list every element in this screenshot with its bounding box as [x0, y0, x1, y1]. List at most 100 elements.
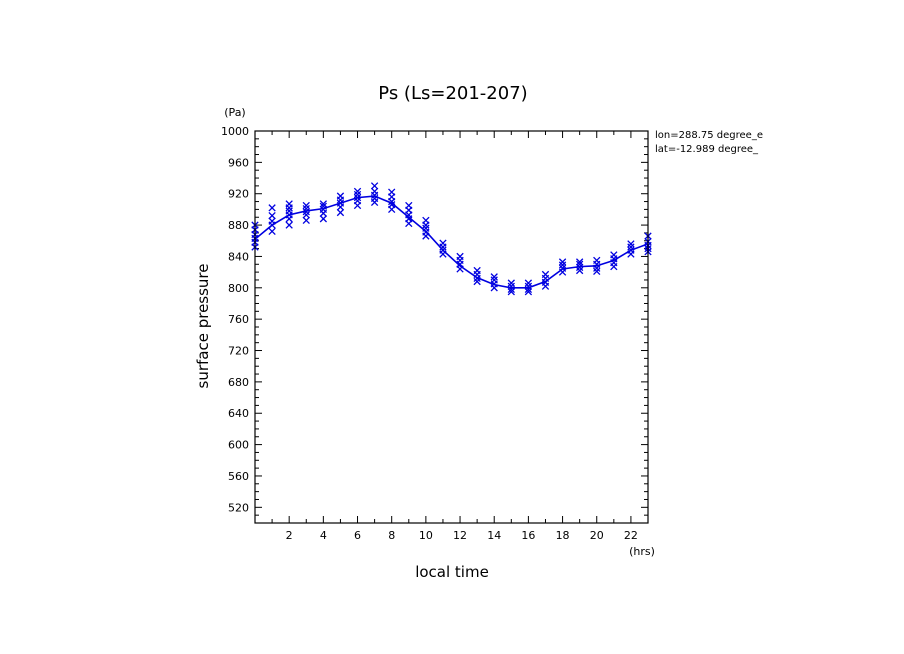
data-point — [473, 277, 481, 286]
chart-title: Ps (Ls=201-207) — [378, 83, 527, 104]
annotation-lat: lat=-12.989 degree_ — [655, 144, 759, 155]
data-point-stroke — [422, 216, 430, 225]
data-point — [353, 197, 362, 205]
x-tick-label: 18 — [556, 529, 570, 542]
data-point — [388, 201, 396, 209]
data-point — [507, 282, 515, 290]
x-tick-label: 14 — [487, 529, 501, 542]
x-axis-label: local time — [415, 563, 489, 581]
data-point-stroke — [507, 279, 515, 287]
x-tick-label: 4 — [320, 529, 327, 542]
data-point-stroke — [439, 239, 447, 247]
data-point — [336, 199, 345, 207]
data-point — [456, 252, 464, 261]
data-point — [593, 256, 601, 265]
data-point — [268, 227, 276, 236]
data-point-stroke — [319, 202, 328, 210]
data-point — [319, 202, 328, 210]
data-point — [302, 208, 310, 216]
plot-marks — [251, 182, 652, 296]
data-point — [627, 240, 635, 248]
data-point-stroke — [370, 194, 379, 203]
data-point-stroke — [319, 215, 328, 223]
x-axis-unit: (hrs) — [629, 545, 655, 558]
x-tick-label: 2 — [286, 529, 293, 542]
y-tick-label: 920 — [228, 188, 249, 201]
y-axis-unit: (Pa) — [224, 106, 245, 119]
data-point-stroke — [507, 288, 515, 296]
data-point-stroke — [268, 204, 276, 212]
data-point-stroke — [336, 199, 345, 207]
data-point-stroke — [285, 207, 293, 215]
data-point-stroke — [575, 260, 584, 268]
data-point-stroke — [388, 201, 396, 209]
data-point-stroke — [302, 211, 310, 219]
data-point-stroke — [405, 201, 413, 210]
data-point — [541, 270, 550, 279]
data-point — [370, 187, 379, 196]
data-point-stroke — [353, 187, 362, 196]
data-point-stroke — [593, 267, 601, 275]
data-point-stroke — [558, 261, 567, 269]
data-point — [575, 258, 584, 266]
data-point — [507, 288, 515, 296]
data-point-stroke — [268, 217, 276, 225]
data-point-stroke — [302, 216, 310, 225]
data-point — [558, 261, 567, 269]
y-axis-label: surface pressure — [194, 264, 212, 389]
y-tick-label: 880 — [228, 219, 249, 232]
data-point-stroke — [336, 208, 345, 217]
y-tick-label: 560 — [228, 470, 249, 483]
data-point-stroke — [524, 285, 533, 294]
x-tick-label: 16 — [521, 529, 535, 542]
data-point — [353, 190, 362, 199]
data-point — [268, 212, 276, 220]
data-point-stroke — [439, 246, 447, 254]
data-point — [285, 207, 293, 215]
data-point-stroke — [319, 200, 328, 208]
data-point — [422, 224, 430, 232]
data-point-stroke — [575, 266, 584, 275]
x-tick-label: 12 — [453, 529, 467, 542]
y-tick-label: 800 — [228, 282, 249, 295]
data-point-stroke — [353, 190, 362, 199]
data-point — [319, 200, 328, 208]
data-point-stroke — [353, 197, 362, 205]
data-point — [422, 216, 430, 225]
data-point — [575, 263, 584, 272]
data-point-stroke — [490, 273, 498, 281]
data-point-stroke — [336, 192, 345, 200]
x-tick-label: 8 — [388, 529, 395, 542]
data-point-stroke — [627, 246, 635, 254]
data-point-stroke — [473, 266, 481, 275]
data-point-stroke — [524, 282, 533, 290]
data-point — [353, 193, 362, 202]
data-point-stroke — [490, 276, 498, 284]
data-point — [507, 285, 515, 294]
data-point — [524, 279, 533, 287]
data-point-stroke — [610, 251, 618, 259]
data-point — [285, 200, 293, 208]
data-point-stroke — [302, 208, 310, 216]
data-point — [285, 221, 293, 229]
data-point — [627, 246, 635, 254]
plot-frame — [254, 130, 649, 524]
data-point-stroke — [541, 270, 550, 279]
data-point-stroke — [370, 182, 379, 190]
data-point — [490, 276, 498, 284]
data-point-stroke — [507, 285, 515, 294]
data-point — [405, 201, 413, 210]
data-point — [353, 187, 362, 196]
data-point-stroke — [473, 277, 481, 286]
data-point — [370, 182, 379, 190]
data-point — [319, 205, 328, 214]
data-point — [388, 188, 396, 196]
data-point-stroke — [302, 201, 310, 210]
data-point — [439, 239, 447, 247]
data-point — [627, 243, 635, 251]
data-point-stroke — [524, 279, 533, 287]
annotation-lon: lon=288.75 degree_e — [655, 130, 763, 141]
data-point — [610, 251, 618, 259]
series-line — [254, 195, 649, 289]
